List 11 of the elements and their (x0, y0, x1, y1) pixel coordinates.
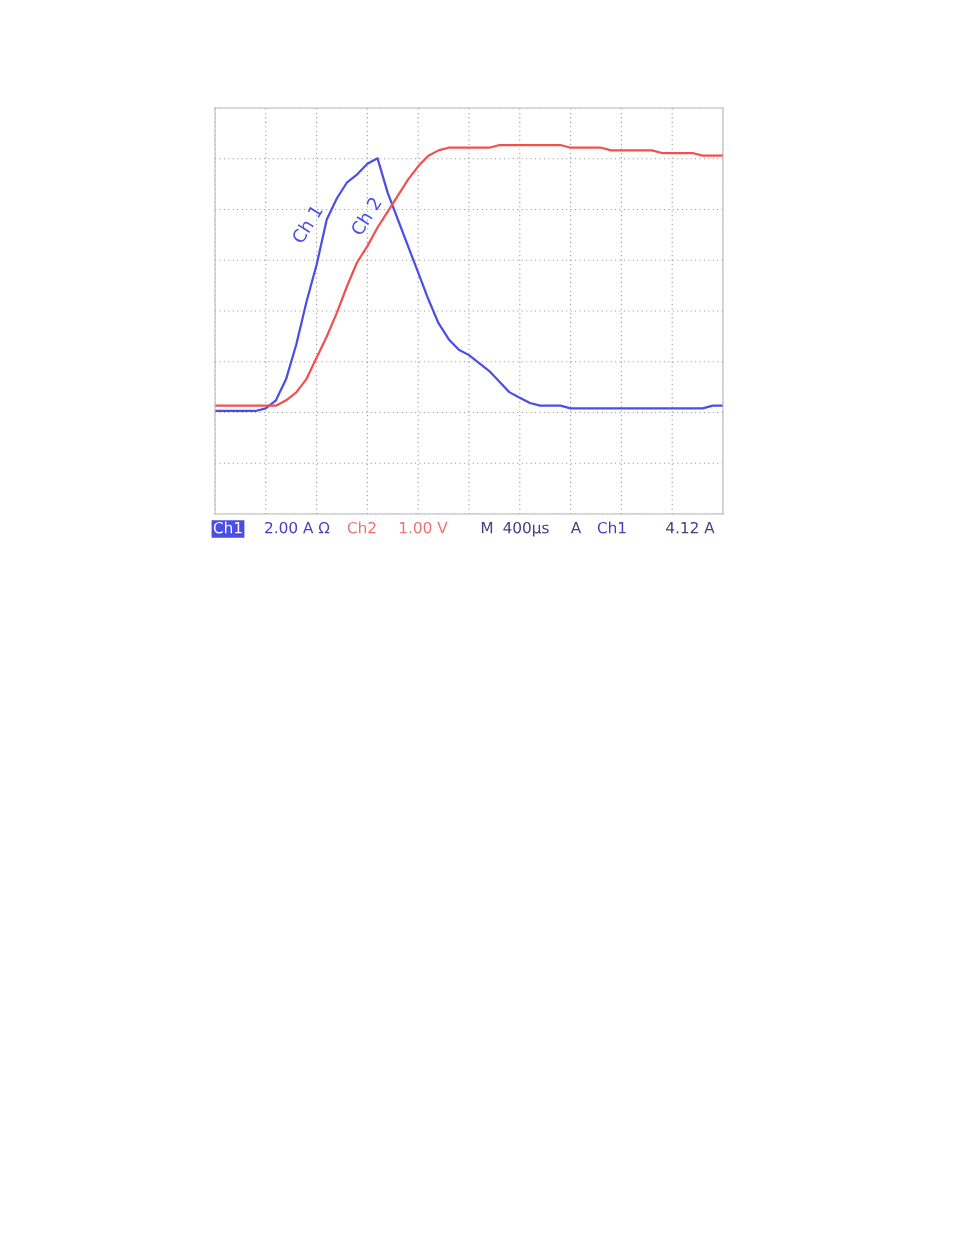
text: Ch2 (347, 521, 376, 534)
text: Ch 1 (290, 204, 323, 245)
text: A (570, 522, 582, 534)
text: Ch 2 (349, 196, 382, 237)
text: M (481, 522, 493, 534)
text: 400µs (503, 521, 549, 537)
text: 1.00 V (400, 521, 448, 534)
text: 2.00 A Ω (265, 521, 330, 534)
text: 4.12 A (666, 521, 715, 534)
text: Ch1 (597, 521, 626, 534)
text: Ch1 (213, 521, 242, 534)
